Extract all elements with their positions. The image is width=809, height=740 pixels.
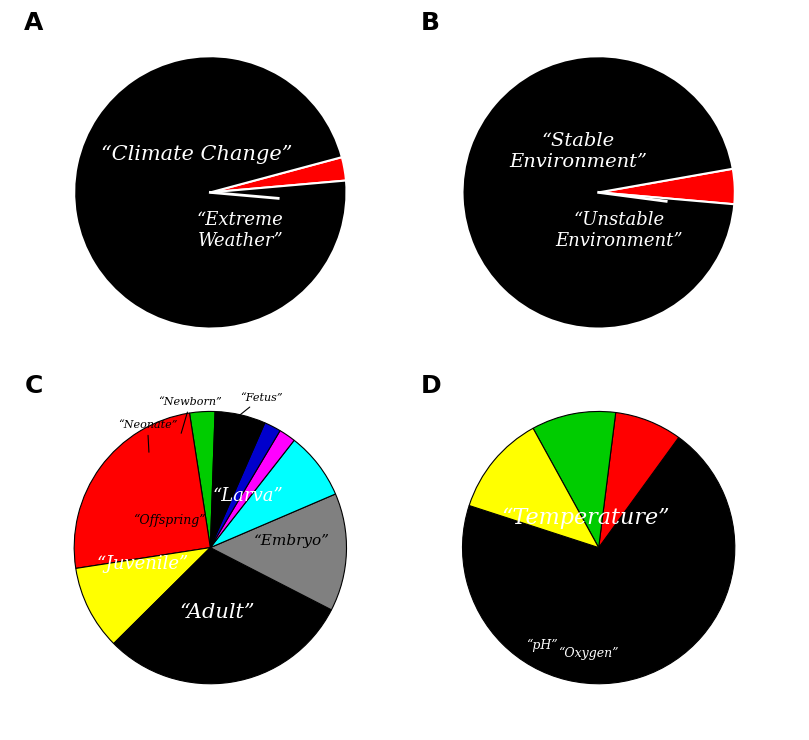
Text: A: A [24, 11, 44, 35]
Wedge shape [599, 169, 735, 204]
Wedge shape [210, 494, 346, 610]
Wedge shape [533, 411, 616, 548]
Text: “Newborn”: “Newborn” [159, 397, 222, 434]
Wedge shape [74, 413, 210, 568]
Wedge shape [599, 412, 679, 548]
Text: “Juvenile”: “Juvenile” [96, 555, 188, 573]
Text: “Climate Change”: “Climate Change” [101, 145, 292, 164]
Text: “Unstable
Environment”: “Unstable Environment” [555, 211, 683, 250]
Wedge shape [463, 56, 735, 329]
Text: B: B [421, 11, 439, 35]
Text: “Embryo”: “Embryo” [254, 534, 330, 548]
Wedge shape [210, 423, 280, 548]
Wedge shape [114, 548, 332, 684]
Text: “Fetus”: “Fetus” [227, 392, 283, 426]
Text: “Temperature”: “Temperature” [501, 507, 669, 528]
Wedge shape [210, 157, 346, 192]
Wedge shape [210, 411, 265, 548]
Text: “Oxygen”: “Oxygen” [557, 648, 618, 660]
Wedge shape [463, 437, 735, 684]
Text: “Larva”: “Larva” [213, 487, 284, 505]
Text: D: D [421, 374, 441, 397]
Text: “Neonate”: “Neonate” [118, 420, 177, 452]
Text: “Stable
Environment”: “Stable Environment” [509, 132, 647, 171]
Wedge shape [76, 548, 210, 644]
Wedge shape [74, 56, 346, 329]
Text: “Adult”: “Adult” [180, 603, 255, 622]
Text: “pH”: “pH” [526, 639, 557, 652]
Text: “Carbon
Dioxide”: “Carbon Dioxide” [637, 598, 702, 628]
Text: “Extreme
Weather”: “Extreme Weather” [197, 211, 284, 250]
Wedge shape [469, 428, 599, 548]
Wedge shape [210, 440, 336, 548]
Text: “Offspring”: “Offspring” [133, 514, 205, 527]
Text: C: C [24, 374, 43, 397]
Wedge shape [210, 431, 294, 548]
Wedge shape [189, 411, 215, 548]
